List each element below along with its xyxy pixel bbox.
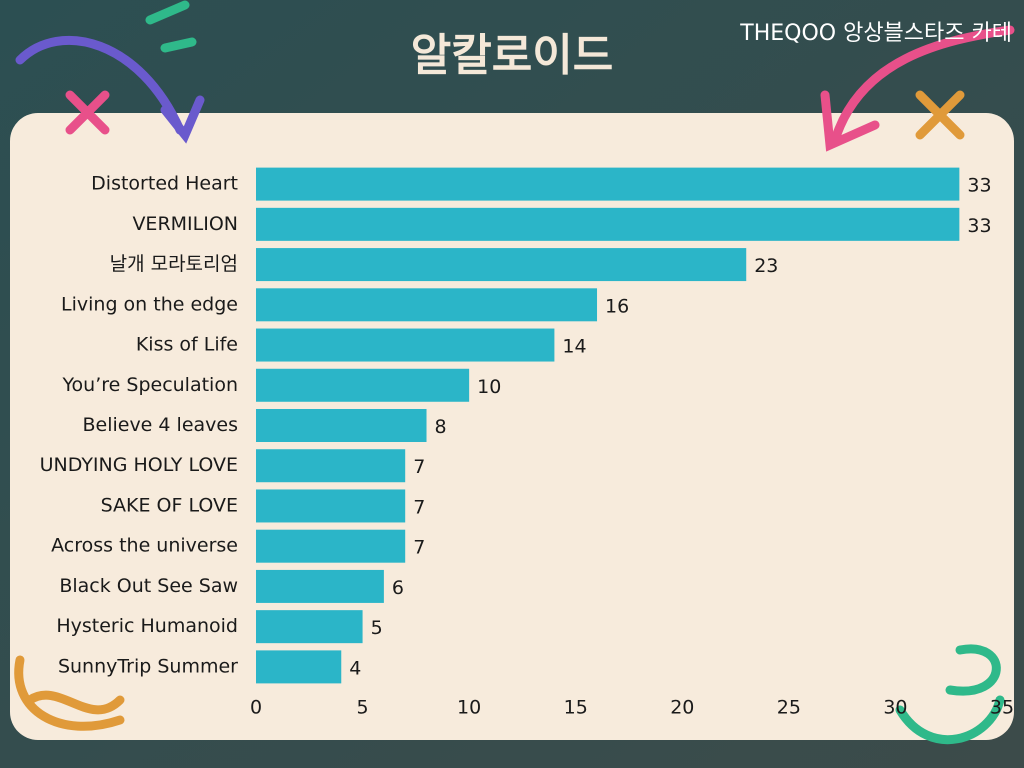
decoration (14, 0, 1015, 744)
value-label: 23 (754, 255, 778, 277)
bar (256, 489, 406, 523)
bar (256, 368, 470, 402)
x-tick-label: 30 (883, 697, 907, 719)
value-label: 4 (349, 657, 361, 679)
chart-title: 알칼로이드 (411, 30, 613, 81)
x-tick-label: 35 (990, 697, 1014, 719)
y-tick-label: SAKE OF LOVE (101, 494, 238, 516)
bar (256, 449, 406, 483)
value-label: 10 (477, 376, 501, 398)
bar (256, 328, 555, 362)
subtitle: THEQOO 앙상블스타즈 카테 (739, 21, 1012, 46)
bar (256, 167, 960, 201)
y-tick-label: Kiss of Life (136, 334, 238, 356)
value-label: 33 (967, 215, 991, 237)
value-label: 7 (413, 496, 425, 518)
value-label: 33 (967, 175, 991, 197)
x-tick-label: 15 (564, 697, 588, 719)
y-tick-label: Black Out See Saw (59, 575, 238, 597)
y-tick-label: VERMILION (132, 213, 238, 235)
x-tick-label: 10 (457, 697, 481, 719)
value-label: 7 (413, 456, 425, 478)
value-label: 8 (435, 416, 447, 438)
value-label: 14 (562, 336, 586, 358)
bar (256, 207, 960, 241)
bar (256, 288, 598, 322)
value-label: 6 (392, 577, 404, 599)
value-label: 16 (605, 295, 629, 317)
x-tick-label: 5 (357, 697, 369, 719)
x-tick-label: 25 (777, 697, 801, 719)
value-label: 5 (371, 617, 383, 639)
bar (256, 650, 342, 684)
y-tick-label: SunnyTrip Summer (58, 655, 238, 677)
bar (256, 248, 747, 282)
x-tick-label: 0 (250, 697, 262, 719)
y-tick-label: Living on the edge (61, 293, 238, 315)
y-tick-label: Distorted Heart (91, 173, 238, 195)
bar (256, 529, 406, 563)
bar (256, 610, 363, 644)
y-tick-label: 날개 모라토리엄 (110, 253, 238, 275)
y-tick-label: Believe 4 leaves (82, 414, 238, 436)
y-tick-label: Across the universe (51, 535, 238, 557)
value-label: 7 (413, 537, 425, 559)
bar (256, 409, 427, 442)
y-tick-label: Hysteric Humanoid (56, 615, 238, 637)
y-tick-label: UNDYING HOLY LOVE (40, 454, 238, 476)
y-tick-label: You’re Speculation (61, 374, 238, 396)
x-tick-label: 20 (670, 697, 694, 719)
bar (256, 569, 384, 603)
